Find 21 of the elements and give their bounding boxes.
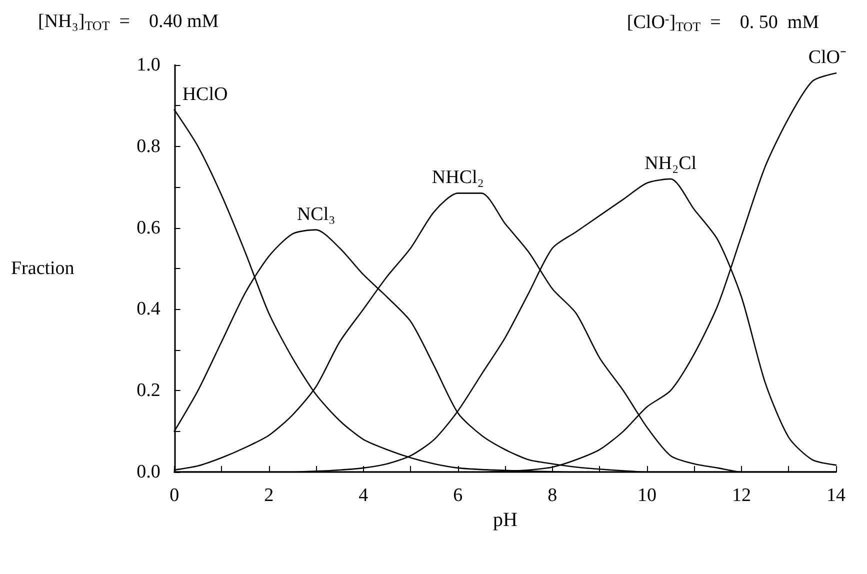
- y-tick-label: 0.8: [136, 136, 160, 157]
- x-tick-label: 4: [358, 485, 369, 506]
- series-label: NCl₃: [296, 204, 336, 225]
- series-label: HClO: [182, 84, 228, 105]
- x-tick-label: 8: [548, 485, 558, 506]
- x-tick-label: 10: [637, 485, 656, 506]
- text: 0.0: [136, 462, 160, 482]
- y-tick-label: 0.6: [136, 217, 160, 238]
- x-tick-label: 2: [264, 485, 274, 506]
- y-tick-label: 1.0: [136, 54, 160, 76]
- x-tick-label: 0: [170, 485, 180, 506]
- x-axis-title: pH: [492, 508, 518, 531]
- x-tick-label: 6: [453, 485, 463, 506]
- x-tick-label: 14: [826, 485, 846, 506]
- x-tick-label: 12: [732, 485, 751, 506]
- y-tick-label: 0.4: [136, 298, 161, 320]
- y-tick-label: 0.2: [136, 380, 160, 402]
- series-label: ClO⁻: [808, 47, 846, 68]
- series-label: NH₂Cl: [644, 152, 697, 174]
- series-label: NHCl₂: [432, 167, 484, 188]
- y-axis-title: Fraction: [10, 258, 75, 279]
